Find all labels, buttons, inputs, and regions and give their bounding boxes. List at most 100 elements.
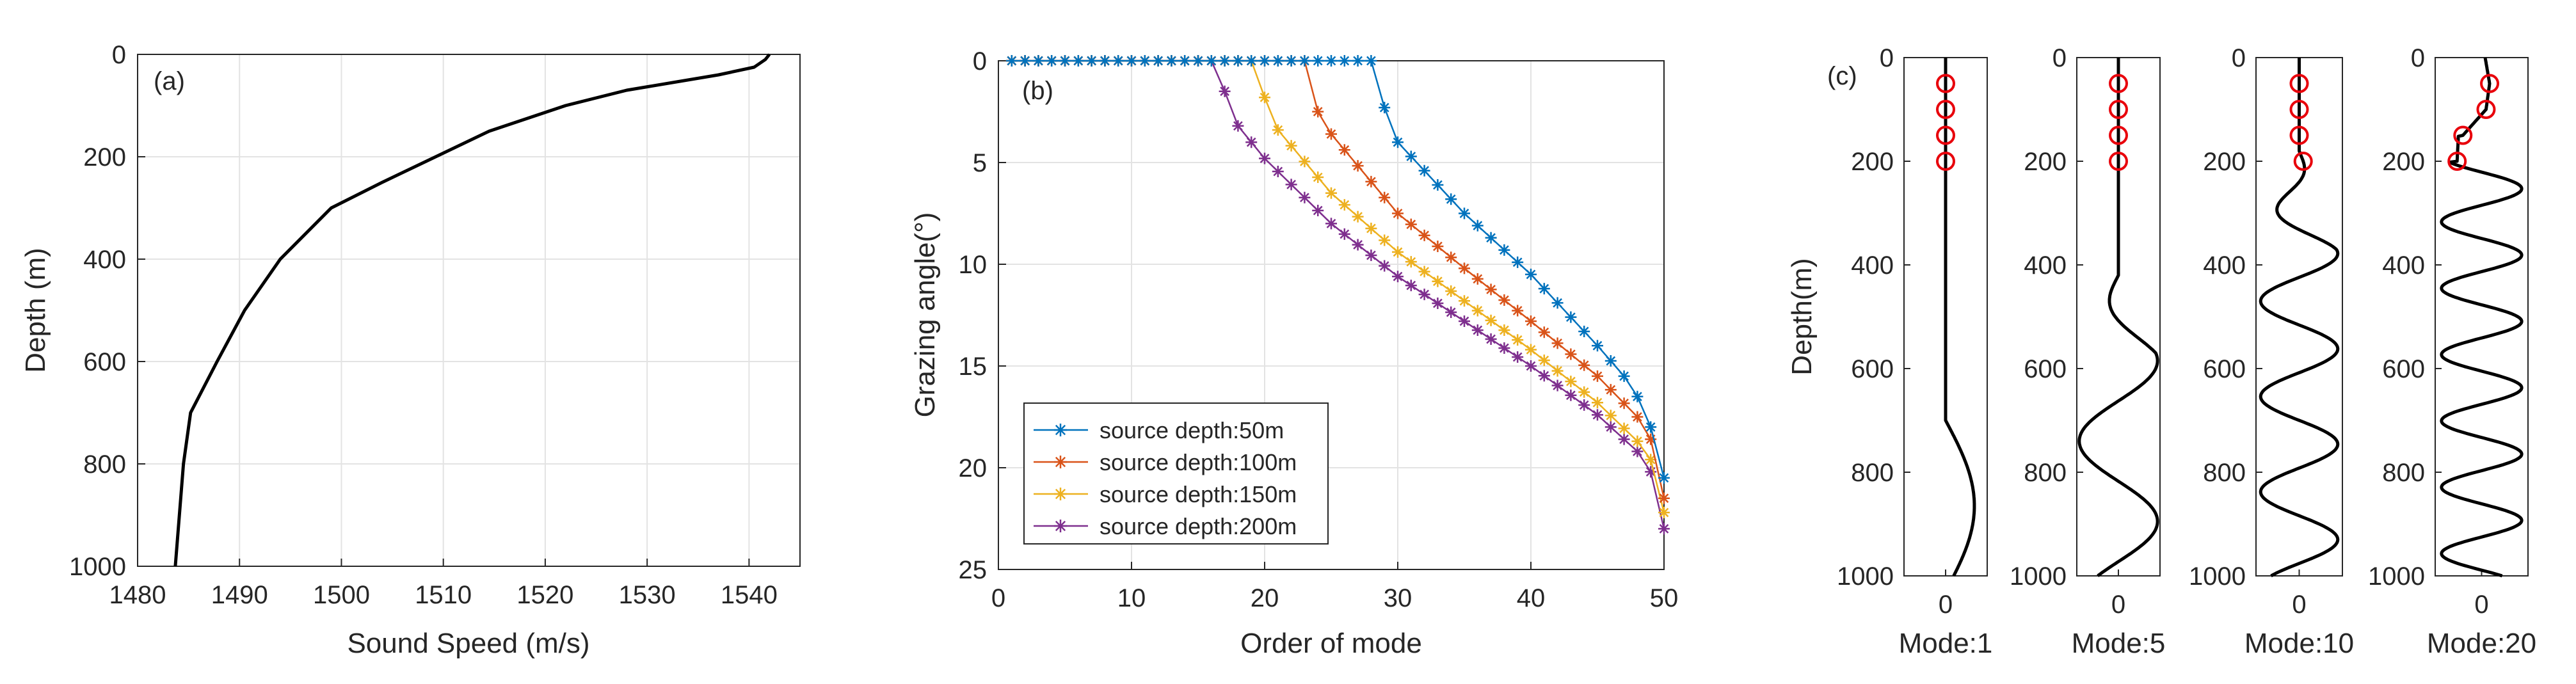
star-stroke xyxy=(1219,55,1231,67)
y-axis-label: Depth (m) xyxy=(20,248,51,373)
star-stroke xyxy=(1498,244,1510,256)
x-tick-label: 50 xyxy=(1650,584,1679,612)
tick-marks xyxy=(998,60,1665,570)
data-point xyxy=(1538,354,1550,367)
data-point xyxy=(1565,311,1577,323)
data-point xyxy=(1592,370,1603,382)
star-stroke xyxy=(1379,102,1391,114)
data-point xyxy=(1551,379,1564,392)
star-stroke xyxy=(1338,55,1350,67)
y-tick-label: 400 xyxy=(2382,251,2425,280)
source-depth-marker xyxy=(2109,74,2128,93)
star-stroke xyxy=(1338,144,1350,156)
data-point xyxy=(1392,271,1404,283)
data-point xyxy=(1538,283,1550,295)
star-stroke xyxy=(1592,370,1603,382)
star-stroke xyxy=(1099,55,1111,67)
data-point xyxy=(1285,55,1297,67)
star-stroke xyxy=(1645,421,1657,433)
star-stroke xyxy=(1365,175,1377,187)
subplot-frame xyxy=(2435,57,2529,577)
data-point xyxy=(1232,120,1244,132)
data-point xyxy=(1445,193,1457,205)
y-tick-label: 200 xyxy=(1851,148,1894,176)
star-stroke xyxy=(1205,55,1217,67)
data-point xyxy=(1432,179,1444,191)
star-stroke xyxy=(1604,421,1617,433)
x-tick-label: 1510 xyxy=(415,581,472,609)
data-point xyxy=(1299,155,1311,168)
data-point xyxy=(1658,472,1670,484)
data-point xyxy=(1471,219,1484,232)
star-stroke xyxy=(1312,55,1324,67)
data-point xyxy=(1618,370,1630,382)
star-stroke xyxy=(1645,433,1657,445)
star-stroke xyxy=(1432,179,1444,191)
star-stroke xyxy=(1054,520,1067,532)
star-stroke xyxy=(1139,55,1151,67)
legend-box xyxy=(1023,402,1329,545)
subplot-mode-20: 0 200 400 600 800 1000 0 Mode:20 xyxy=(2368,44,2536,659)
star-stroke xyxy=(1165,55,1178,67)
data-point xyxy=(1365,175,1377,187)
data-point xyxy=(1272,55,1284,67)
star-stroke xyxy=(1259,91,1270,104)
subplot-title: Mode:1 xyxy=(1899,628,1993,659)
star-stroke xyxy=(1152,55,1164,67)
legend-marker xyxy=(1054,424,1067,436)
mode-shape-line xyxy=(2077,57,2159,577)
star-stroke xyxy=(1285,55,1297,67)
star-stroke xyxy=(1032,55,1044,67)
grid-lines xyxy=(137,54,800,567)
data-point xyxy=(1325,187,1337,199)
data-point xyxy=(1379,260,1391,272)
star-stroke xyxy=(1512,256,1524,268)
star-stroke xyxy=(1604,355,1617,367)
data-point xyxy=(1312,106,1324,118)
star-stroke xyxy=(1112,55,1124,67)
data-point xyxy=(1352,55,1364,67)
subplot-mode-10: 0 200 400 600 800 1000 0 Mode:10 xyxy=(2189,44,2354,659)
star-stroke xyxy=(1072,55,1084,67)
star-stroke xyxy=(1631,435,1644,447)
data-point xyxy=(1338,228,1350,240)
star-stroke xyxy=(1365,55,1377,67)
mode-subplots: 020040060080010000Mode:10200400600800100… xyxy=(1837,44,2536,659)
data-point xyxy=(1072,55,1084,67)
star-stroke xyxy=(1525,360,1537,372)
star-stroke xyxy=(1551,379,1564,392)
panel-label: (a) xyxy=(154,67,185,95)
star-stroke xyxy=(1299,191,1311,203)
star-stroke xyxy=(1392,246,1404,258)
source-depth-marker xyxy=(2476,100,2496,119)
mode-shape-line xyxy=(2440,57,2524,578)
star-stroke xyxy=(1432,241,1444,253)
data-point xyxy=(1259,152,1270,164)
source-depth-marker xyxy=(2480,74,2500,93)
star-stroke xyxy=(1365,223,1377,235)
star-stroke xyxy=(1538,354,1550,367)
data-point xyxy=(1365,250,1377,262)
y-tick-label: 0 xyxy=(112,41,126,69)
data-point xyxy=(1312,205,1324,217)
data-point xyxy=(1512,351,1524,363)
star-stroke xyxy=(1471,273,1484,285)
star-stroke xyxy=(1405,280,1417,292)
y-tick-label: 5 xyxy=(973,149,987,177)
star-stroke xyxy=(1245,136,1258,148)
data-point xyxy=(1338,199,1350,211)
data-point xyxy=(1405,280,1417,292)
y-axis-label: Grazing angle(°) xyxy=(909,212,941,418)
data-point xyxy=(1592,409,1603,421)
data-point xyxy=(1578,325,1590,337)
star-stroke xyxy=(1512,305,1524,317)
star-stroke xyxy=(1379,234,1391,246)
star-stroke xyxy=(1631,390,1644,402)
data-point xyxy=(1658,506,1670,518)
star-stroke xyxy=(1085,55,1098,67)
data-point xyxy=(1459,207,1470,219)
star-stroke xyxy=(1352,160,1364,172)
star-stroke xyxy=(1445,285,1457,297)
y-tick-label: 200 xyxy=(83,143,126,171)
source-depth-marker xyxy=(2289,125,2309,145)
